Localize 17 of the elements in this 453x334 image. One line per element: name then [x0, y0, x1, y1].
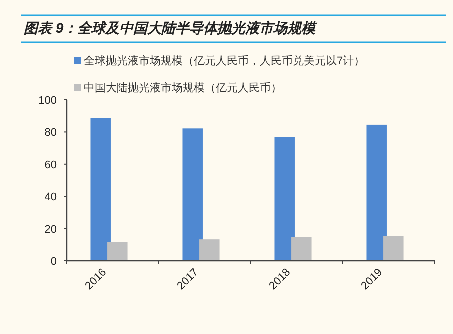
chart-title: 图表 9：全球及中国大陆半导体抛光液市场规模 [24, 20, 319, 36]
bar [274, 137, 295, 261]
legend-label: 中国大陆抛光液市场规模（亿元人民币） [84, 82, 282, 94]
bar [108, 242, 128, 261]
bar [200, 240, 220, 261]
legend-label: 全球抛光液市场规模（亿元人民币，人民币兑美元以7计） [84, 54, 366, 68]
bar [90, 118, 111, 261]
y-tick-label: 60 [44, 159, 57, 172]
y-tick-label: 80 [44, 127, 57, 140]
y-tick-label: 0 [50, 256, 57, 268]
bar [384, 236, 404, 261]
y-tick-label: 100 [38, 95, 57, 107]
bar [182, 128, 203, 261]
y-tick-label: 20 [44, 224, 57, 236]
bar [292, 237, 312, 261]
y-tick-label: 40 [44, 192, 57, 204]
bar [366, 124, 387, 261]
